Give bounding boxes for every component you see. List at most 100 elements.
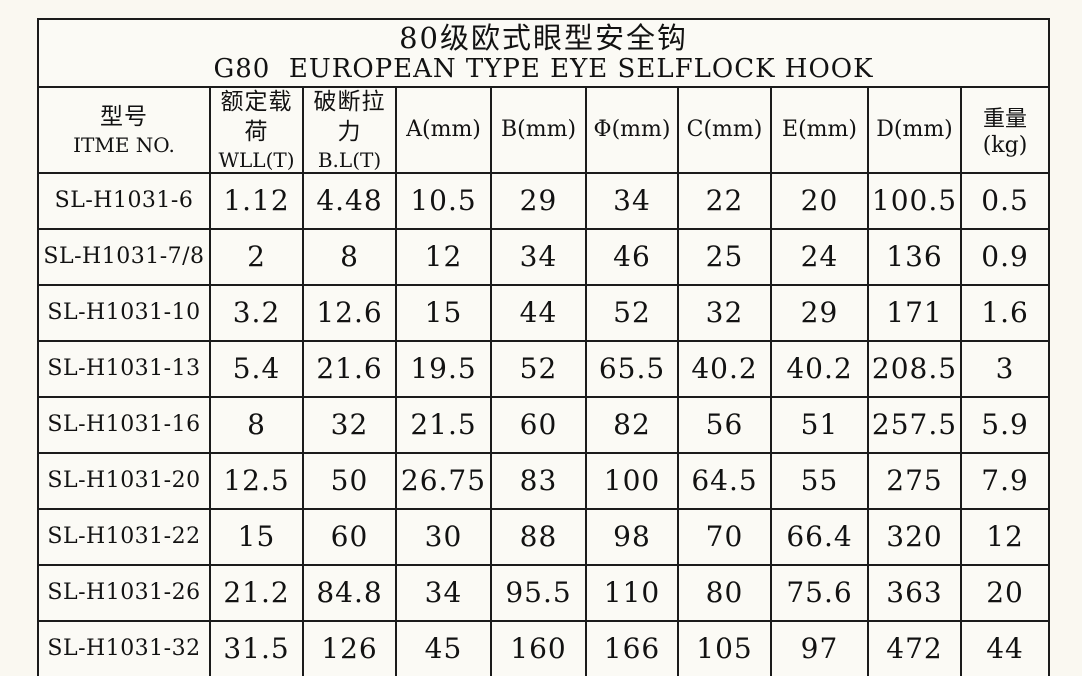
header-phi-label: Φ(mm): [593, 117, 671, 143]
value-cell: 15: [209, 507, 304, 566]
value-cell: 7.9: [959, 451, 1051, 510]
value-cell: 100: [585, 451, 679, 510]
value-cell: 88: [490, 507, 587, 566]
title-row: 80级欧式眼型安全钩 G80 EUROPEAN TYPE EYE SELFLOC…: [36, 18, 1051, 88]
value-cell: 8: [302, 227, 397, 286]
model-cell: SL-H1031-6: [37, 171, 211, 230]
title-english: G80 EUROPEAN TYPE EYE SELFLOCK HOOK: [213, 54, 874, 85]
value-cell: 60: [490, 395, 587, 454]
value-cell: 1.6: [959, 283, 1051, 342]
value-cell: 136: [867, 227, 962, 286]
column-header-wll: 额定载荷 WLL(T): [209, 86, 304, 174]
value-cell: 97: [770, 619, 869, 676]
header-bl-cn: 破断拉力: [313, 89, 386, 145]
value-cell: 126: [302, 619, 397, 676]
value-cell: 98: [585, 507, 679, 566]
value-cell: 40.2: [770, 339, 869, 398]
model-cell: SL-H1031-16: [37, 395, 211, 454]
value-cell: 5.4: [209, 339, 304, 398]
header-model-en: ITME NO.: [73, 132, 175, 157]
table-row: SL-H1031-22 15 60 30 88 98 70 66.4 320 1…: [37, 507, 1051, 566]
value-cell: 21.6: [302, 339, 397, 398]
value-cell: 82: [585, 395, 679, 454]
value-cell: 50: [302, 451, 397, 510]
spec-table: 80级欧式眼型安全钩 G80 EUROPEAN TYPE EYE SELFLOC…: [36, 18, 1051, 676]
value-cell: 29: [770, 283, 869, 342]
value-cell: 171: [867, 283, 962, 342]
value-cell: 66.4: [770, 507, 869, 566]
column-header-e: E(mm): [770, 86, 869, 174]
value-cell: 46: [585, 227, 679, 286]
value-cell: 40.2: [677, 339, 772, 398]
header-model-cn: 型号: [100, 103, 148, 130]
table-body: SL-H1031-6 1.12 4.48 10.5 29 34 22 20 10…: [37, 171, 1051, 676]
header-e-label: E(mm): [782, 117, 857, 143]
value-cell: 64.5: [677, 451, 772, 510]
value-cell: 21.2: [209, 563, 304, 622]
value-cell: 32: [677, 283, 772, 342]
value-cell: 2: [209, 227, 304, 286]
column-header-weight: 重量(kg): [959, 86, 1051, 174]
title-chinese: 80级欧式眼型安全钩: [399, 21, 688, 56]
value-cell: 12.6: [302, 283, 397, 342]
value-cell: 34: [585, 171, 679, 230]
value-cell: 34: [395, 563, 492, 622]
value-cell: 208.5: [867, 339, 962, 398]
table-row: SL-H1031-32 31.5 126 45 160 166 105 97 4…: [37, 619, 1051, 676]
header-wll-en: WLL(T): [218, 147, 295, 172]
value-cell: 166: [585, 619, 679, 676]
value-cell: 8: [209, 395, 304, 454]
header-bl-en: B.L(T): [317, 147, 382, 172]
header-wll-cn: 额定载荷: [220, 89, 293, 145]
value-cell: 45: [395, 619, 492, 676]
value-cell: 100.5: [867, 171, 962, 230]
value-cell: 32: [302, 395, 397, 454]
value-cell: 472: [867, 619, 962, 676]
column-header-c: C(mm): [677, 86, 772, 174]
value-cell: 110: [585, 563, 679, 622]
header-weight-label: 重量(kg): [982, 107, 1028, 159]
value-cell: 1.12: [209, 171, 304, 230]
model-cell: SL-H1031-26: [37, 563, 211, 622]
value-cell: 19.5: [395, 339, 492, 398]
value-cell: 31.5: [209, 619, 304, 676]
table-row: SL-H1031-6 1.12 4.48 10.5 29 34 22 20 10…: [37, 171, 1051, 230]
value-cell: 52: [490, 339, 587, 398]
value-cell: 275: [867, 451, 962, 510]
value-cell: 52: [585, 283, 679, 342]
value-cell: 56: [677, 395, 772, 454]
column-header-bl: 破断拉力 B.L(T): [302, 86, 397, 174]
value-cell: 10.5: [395, 171, 492, 230]
column-header-a: A(mm): [395, 86, 492, 174]
value-cell: 20: [959, 563, 1051, 622]
value-cell: 84.8: [302, 563, 397, 622]
model-cell: SL-H1031-7/8: [37, 227, 211, 286]
value-cell: 15: [395, 283, 492, 342]
value-cell: 70: [677, 507, 772, 566]
value-cell: 24: [770, 227, 869, 286]
column-header-row: 型号 ITME NO. 额定载荷 WLL(T) 破断拉力 B.L(T) A(mm…: [37, 86, 1051, 174]
value-cell: 320: [867, 507, 962, 566]
table-title-cell: 80级欧式眼型安全钩 G80 EUROPEAN TYPE EYE SELFLOC…: [36, 18, 1051, 88]
table-row: SL-H1031-26 21.2 84.8 34 95.5 110 80 75.…: [37, 563, 1051, 622]
value-cell: 12: [959, 507, 1051, 566]
value-cell: 5.9: [959, 395, 1051, 454]
header-d-label: D(mm): [876, 117, 953, 143]
value-cell: 4.48: [302, 171, 397, 230]
value-cell: 44: [959, 619, 1051, 676]
column-header-d: D(mm): [867, 86, 962, 174]
model-cell: SL-H1031-13: [37, 339, 211, 398]
value-cell: 160: [490, 619, 587, 676]
value-cell: 25: [677, 227, 772, 286]
table-row: SL-H1031-16 8 32 21.5 60 82 56 51 257.5 …: [37, 395, 1051, 454]
value-cell: 0.5: [959, 171, 1051, 230]
model-cell: SL-H1031-20: [37, 451, 211, 510]
value-cell: 83: [490, 451, 587, 510]
model-cell: SL-H1031-10: [37, 283, 211, 342]
table-row: SL-H1031-20 12.5 50 26.75 83 100 64.5 55…: [37, 451, 1051, 510]
value-cell: 21.5: [395, 395, 492, 454]
table-row: SL-H1031-10 3.2 12.6 15 44 52 32 29 171 …: [37, 283, 1051, 342]
model-cell: SL-H1031-22: [37, 507, 211, 566]
value-cell: 3.2: [209, 283, 304, 342]
